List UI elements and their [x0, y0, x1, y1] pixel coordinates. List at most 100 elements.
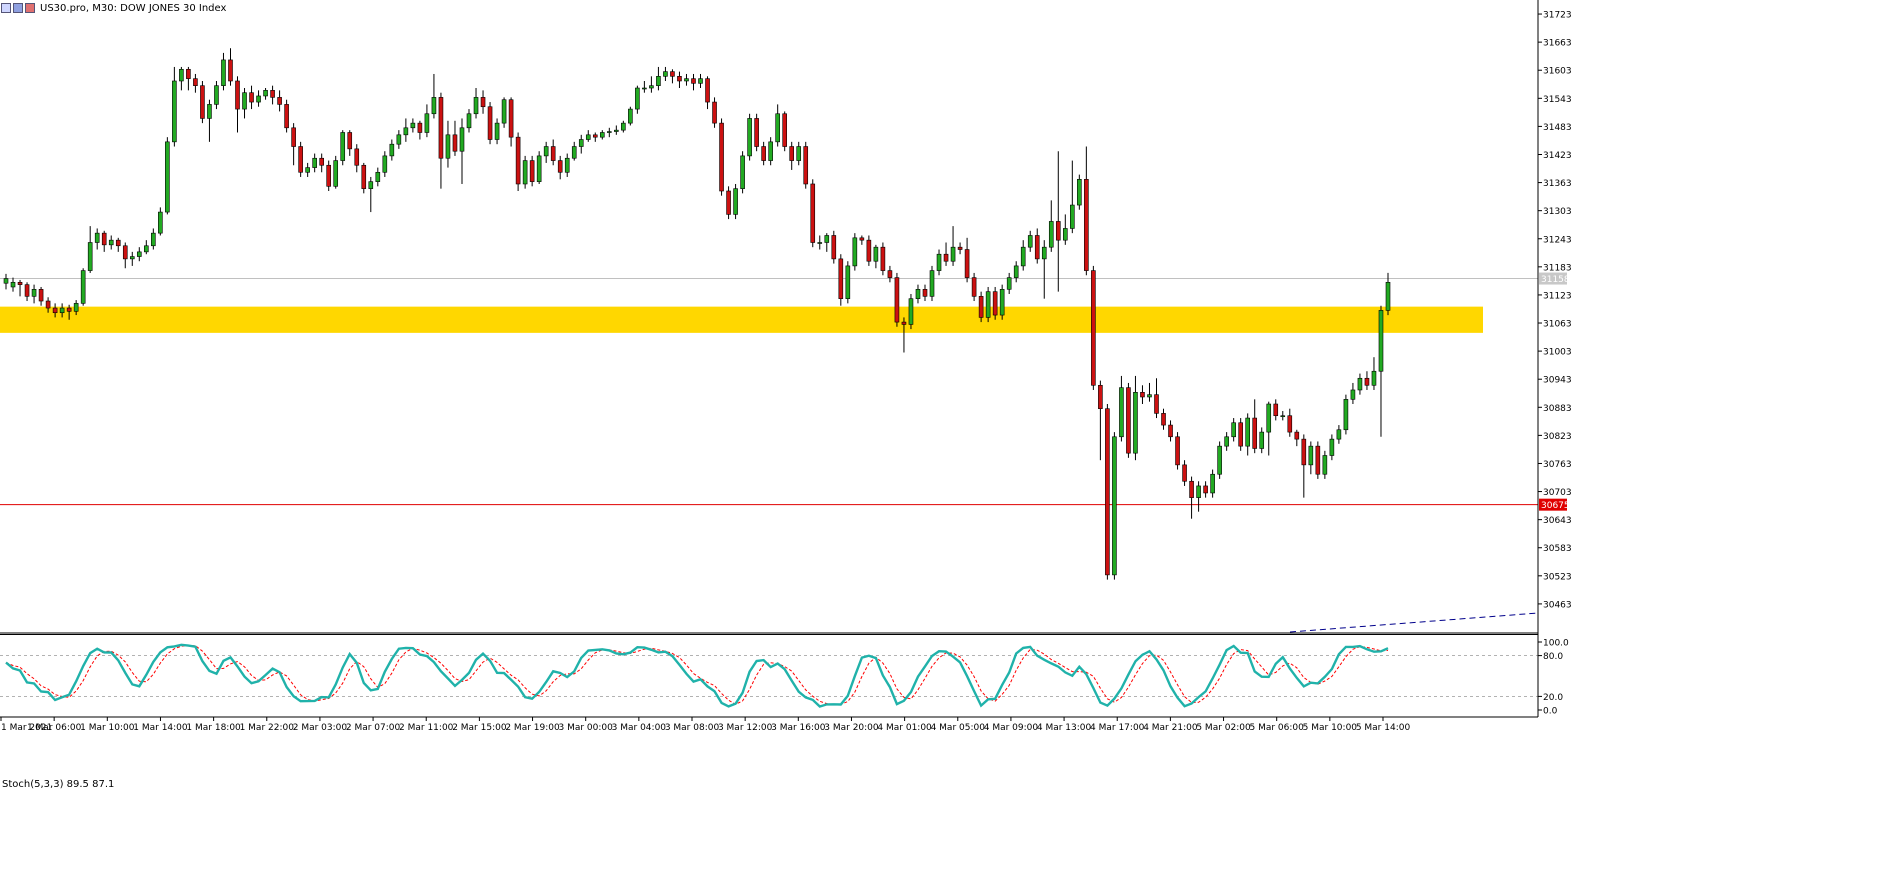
candle[interactable]: [417, 120, 423, 140]
candle[interactable]: [1252, 399, 1258, 454]
candle[interactable]: [515, 132, 521, 192]
candle[interactable]: [550, 139, 556, 166]
candle[interactable]: [172, 66, 177, 147]
candle[interactable]: [691, 73, 696, 91]
candle[interactable]: [810, 179, 816, 248]
candle[interactable]: [1034, 228, 1040, 264]
candle[interactable]: [256, 90, 261, 107]
candle[interactable]: [1210, 469, 1215, 498]
candle[interactable]: [845, 261, 851, 304]
candle[interactable]: [1098, 380, 1103, 461]
candle[interactable]: [1027, 230, 1033, 252]
candle[interactable]: [1203, 481, 1208, 498]
candle[interactable]: [235, 76, 240, 133]
candle[interactable]: [719, 118, 724, 196]
candle[interactable]: [880, 242, 886, 276]
candle[interactable]: [698, 73, 703, 89]
candle[interactable]: [459, 118, 465, 184]
candle[interactable]: [1245, 413, 1250, 456]
candle[interactable]: [705, 76, 710, 110]
candle[interactable]: [291, 123, 296, 166]
candle[interactable]: [1385, 272, 1391, 316]
candle[interactable]: [985, 286, 991, 323]
candle[interactable]: [151, 228, 156, 250]
candle[interactable]: [452, 120, 458, 156]
candle[interactable]: [656, 66, 661, 91]
candle[interactable]: [852, 233, 858, 271]
candle[interactable]: [635, 85, 640, 114]
candle[interactable]: [754, 113, 759, 152]
candle[interactable]: [480, 90, 486, 114]
candle[interactable]: [3, 273, 9, 290]
candle[interactable]: [1196, 481, 1201, 512]
candle[interactable]: [571, 141, 577, 161]
candle[interactable]: [494, 118, 500, 145]
candle[interactable]: [1070, 160, 1075, 234]
candle[interactable]: [740, 151, 745, 194]
candle[interactable]: [45, 297, 51, 313]
candle[interactable]: [1126, 382, 1131, 458]
candle[interactable]: [950, 226, 956, 266]
candle[interactable]: [487, 102, 493, 145]
candle[interactable]: [305, 162, 310, 177]
candle[interactable]: [347, 130, 353, 156]
candle[interactable]: [866, 235, 872, 266]
candle[interactable]: [768, 137, 773, 166]
candle[interactable]: [1308, 441, 1314, 475]
candle[interactable]: [368, 176, 374, 213]
candle[interactable]: [59, 303, 65, 318]
candle[interactable]: [1273, 399, 1279, 421]
candle[interactable]: [1182, 460, 1187, 486]
candle[interactable]: [642, 80, 647, 93]
candle[interactable]: [80, 268, 86, 306]
candle[interactable]: [1084, 146, 1089, 276]
candle[interactable]: [922, 284, 928, 302]
candle[interactable]: [578, 134, 584, 154]
candle[interactable]: [1371, 357, 1377, 390]
candle[interactable]: [375, 167, 381, 187]
candle[interactable]: [971, 272, 977, 302]
candle[interactable]: [214, 80, 219, 110]
candle[interactable]: [592, 132, 598, 142]
candle[interactable]: [1161, 408, 1166, 430]
candle[interactable]: [564, 153, 570, 177]
candle[interactable]: [115, 237, 121, 252]
chart-window-icon[interactable]: [13, 3, 23, 13]
candle[interactable]: [17, 279, 23, 297]
candle[interactable]: [838, 254, 844, 306]
candle[interactable]: [333, 155, 339, 189]
candle[interactable]: [1062, 214, 1068, 245]
candle[interactable]: [326, 160, 332, 192]
candle[interactable]: [677, 71, 682, 89]
candle[interactable]: [382, 151, 388, 177]
candle[interactable]: [543, 141, 549, 163]
candle[interactable]: [796, 141, 802, 166]
candle[interactable]: [782, 111, 787, 152]
candle[interactable]: [1294, 429, 1300, 447]
trendline[interactable]: [1289, 612, 1539, 633]
candle[interactable]: [992, 286, 998, 320]
candle[interactable]: [158, 207, 163, 236]
candle[interactable]: [438, 92, 444, 189]
candle[interactable]: [270, 85, 275, 105]
candle[interactable]: [87, 226, 93, 273]
candle[interactable]: [614, 125, 619, 135]
candle[interactable]: [312, 153, 317, 173]
candle[interactable]: [249, 85, 254, 110]
candle[interactable]: [1224, 432, 1229, 451]
candle[interactable]: [101, 230, 107, 252]
candle[interactable]: [628, 106, 633, 126]
candle[interactable]: [403, 118, 409, 142]
candle[interactable]: [789, 141, 795, 170]
candle[interactable]: [529, 155, 535, 187]
candle[interactable]: [508, 97, 514, 147]
candle[interactable]: [221, 52, 226, 91]
candle[interactable]: [831, 230, 837, 264]
candle[interactable]: [1020, 240, 1026, 271]
candle[interactable]: [1119, 375, 1124, 442]
candle[interactable]: [501, 97, 507, 128]
candle[interactable]: [1168, 420, 1173, 442]
candle[interactable]: [1006, 272, 1012, 294]
candle[interactable]: [31, 284, 37, 304]
